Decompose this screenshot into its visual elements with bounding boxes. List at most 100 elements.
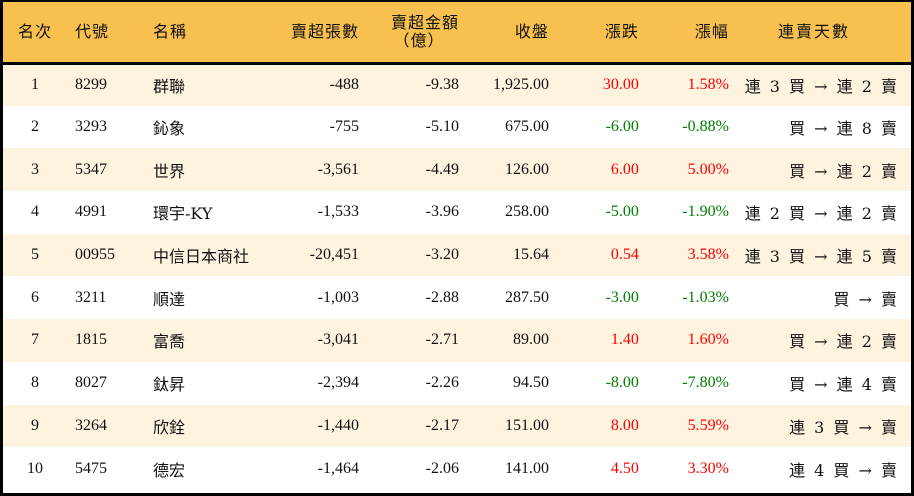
change-pct-cell: -7.80%: [682, 374, 729, 392]
streak-cell: 連 4 買 → 賣: [789, 460, 899, 480]
change-cell: -6.00: [605, 118, 639, 136]
change-cell: 0.54: [610, 246, 639, 264]
table-row: 6 3211 順達 -1,003 -2.88 287.50 -3.00 -1.0…: [3, 276, 911, 320]
stock-name-cell: 德宏: [152, 460, 185, 480]
sell-amount-cell: -4.49: [425, 160, 459, 178]
stock-code-cell: 3264: [74, 416, 107, 434]
close-price-cell: 675.00: [504, 118, 549, 136]
stock-code-cell: 8299: [74, 76, 107, 94]
change-cell: 30.00: [602, 76, 639, 94]
change-cell: 1.40: [610, 331, 639, 349]
rank-cell: 2: [30, 118, 39, 136]
header-rank: 名次: [3, 2, 67, 65]
sell-volume-cell: -2,394: [317, 374, 359, 392]
streak-cell: 買 → 連 4 賣: [789, 375, 899, 395]
table-row: 9 3264 欣銓 -1,440 -2.17 151.00 8.00 5.59%…: [3, 404, 911, 448]
stock-code-cell: 8027: [74, 374, 107, 392]
change-pct-cell: 3.58%: [687, 246, 729, 264]
rank-cell: 9: [30, 416, 39, 434]
table-row: 2 3293 鈊象 -755 -5.10 675.00 -6.00 -0.88%…: [3, 105, 911, 149]
sell-amount-cell: -5.10: [425, 118, 459, 136]
sell-amount-cell: -3.96: [425, 203, 459, 221]
stock-name-cell: 中信日本商社: [152, 247, 249, 267]
sell-volume-cell: -3,561: [317, 160, 359, 178]
sell-volume-cell: -1,533: [317, 203, 359, 221]
sell-amount-cell: -2.17: [425, 416, 459, 434]
table-row: 1 8299 群聯 -488 -9.38 1,925.00 30.00 1.58…: [3, 63, 911, 106]
sell-amount-cell: -2.26: [425, 374, 459, 392]
sell-volume-cell: -1,440: [317, 416, 359, 434]
close-price-cell: 258.00: [504, 203, 549, 221]
stock-name-cell: 環宇-KY: [152, 204, 213, 224]
change-pct-cell: 1.60%: [687, 331, 729, 349]
rank-cell: 4: [30, 203, 39, 221]
close-price-cell: 15.64: [512, 246, 549, 264]
change-pct-cell: 5.00%: [687, 160, 729, 178]
rank-cell: 7: [30, 331, 39, 349]
header-sell-amount: 賣超金額 （億）: [358, 2, 459, 65]
change-pct-cell: 5.59%: [687, 416, 729, 434]
rank-cell: 10: [26, 459, 43, 477]
header-row: 名次 代號 名稱 賣超張數 賣超金額 （億） 收盤 漲跌 漲幅 連賣天數: [3, 2, 911, 65]
stock-code-cell: 3293: [74, 118, 107, 136]
change-cell: 4.50: [610, 459, 639, 477]
streak-cell: 買 → 連 2 賣: [789, 332, 899, 352]
stock-name-cell: 鈊象: [152, 119, 185, 139]
stock-code-cell: 5347: [74, 160, 107, 178]
close-price-cell: 151.00: [504, 416, 549, 434]
stock-name-cell: 欣銓: [152, 417, 185, 437]
header-streak: 連賣天數: [728, 2, 911, 65]
table-body: 1 8299 群聯 -488 -9.38 1,925.00 30.00 1.58…: [3, 63, 911, 490]
sell-volume-cell: -755: [329, 118, 359, 136]
sell-amount-cell: -2.71: [425, 331, 459, 349]
net-sell-ranking-table: 名次 代號 名稱 賣超張數 賣超金額 （億） 收盤 漲跌 漲幅 連賣天數 1 8…: [3, 2, 911, 490]
streak-cell: 連 3 買 → 連 2 賣: [744, 77, 899, 97]
close-price-cell: 89.00: [512, 331, 549, 349]
sell-amount-cell: -9.38: [425, 76, 459, 94]
header-sell-volume: 賣超張數: [248, 2, 359, 65]
stock-code-cell: 00955: [74, 246, 115, 264]
rank-cell: 3: [30, 160, 39, 178]
sell-volume-cell: -488: [329, 76, 359, 94]
header-sell-amount-line1: 賣超金額: [390, 12, 459, 32]
sell-volume-cell: -1,003: [317, 288, 359, 306]
stock-name-cell: 群聯: [152, 77, 185, 97]
table-row: 4 4991 環宇-KY -1,533 -3.96 258.00 -5.00 -…: [3, 191, 911, 234]
streak-cell: 買 → 賣: [833, 289, 899, 309]
change-cell: 6.00: [610, 160, 639, 178]
change-cell: -8.00: [605, 374, 639, 392]
table-row: 10 5475 德宏 -1,464 -2.06 141.00 4.50 3.30…: [3, 447, 911, 490]
sell-amount-cell: -3.20: [425, 246, 459, 264]
table-row: 7 1815 富喬 -3,041 -2.71 89.00 1.40 1.60% …: [3, 319, 911, 362]
stock-name-cell: 順達: [152, 289, 185, 309]
table-row: 8 8027 鈦昇 -2,394 -2.26 94.50 -8.00 -7.80…: [3, 361, 911, 405]
header-change: 漲跌: [548, 2, 639, 65]
streak-cell: 買 → 連 2 賣: [789, 161, 899, 181]
table-header: 名次 代號 名稱 賣超張數 賣超金額 （億） 收盤 漲跌 漲幅 連賣天數: [3, 2, 911, 65]
streak-cell: 連 2 買 → 連 2 賣: [744, 204, 899, 224]
streak-cell: 買 → 連 8 賣: [789, 119, 899, 139]
rank-cell: 6: [30, 288, 39, 306]
header-code: 代號: [66, 2, 145, 65]
change-cell: -5.00: [605, 203, 639, 221]
close-price-cell: 126.00: [504, 160, 549, 178]
header-sell-amount-unit: （億）: [393, 30, 445, 50]
stock-name-cell: 世界: [152, 161, 185, 181]
change-pct-cell: -0.88%: [682, 118, 729, 136]
close-price-cell: 287.50: [504, 288, 549, 306]
stock-name-cell: 鈦昇: [152, 375, 185, 395]
change-pct-cell: -1.90%: [682, 203, 729, 221]
change-pct-cell: 3.30%: [687, 459, 729, 477]
streak-cell: 連 3 買 → 賣: [789, 417, 899, 437]
stock-name-cell: 富喬: [152, 332, 185, 352]
rank-cell: 5: [30, 246, 39, 264]
sell-amount-cell: -2.06: [425, 459, 459, 477]
sell-volume-cell: -3,041: [317, 331, 359, 349]
stock-code-cell: 3211: [74, 288, 107, 306]
change-pct-cell: 1.58%: [687, 76, 729, 94]
change-cell: 8.00: [610, 416, 639, 434]
stock-code-cell: 5475: [74, 459, 107, 477]
change-cell: -3.00: [605, 288, 639, 306]
rank-cell: 8: [30, 374, 39, 392]
